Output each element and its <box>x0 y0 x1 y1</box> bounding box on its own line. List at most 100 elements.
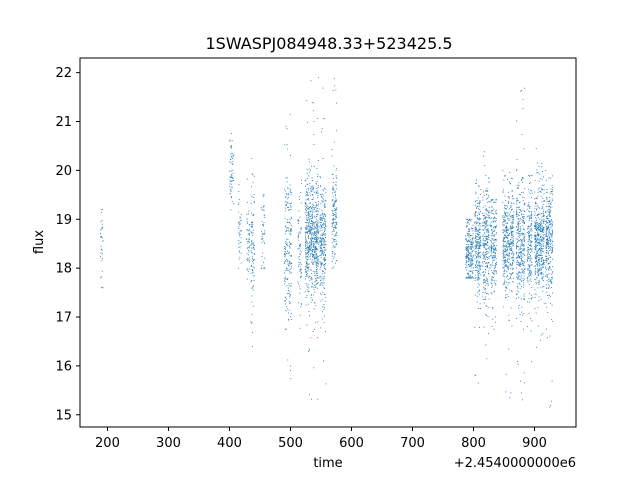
data-point <box>324 204 326 206</box>
data-point <box>475 269 476 271</box>
data-point <box>306 264 308 266</box>
data-point <box>477 243 479 245</box>
data-point <box>492 264 494 266</box>
data-point <box>534 239 536 241</box>
data-point <box>486 277 488 279</box>
data-point <box>100 233 101 234</box>
data-point <box>471 260 473 261</box>
data-point <box>315 249 317 251</box>
data-point <box>518 265 520 267</box>
data-point <box>317 256 319 258</box>
data-point <box>311 217 313 219</box>
data-point <box>475 235 477 237</box>
data-point <box>309 315 310 317</box>
data-point <box>535 246 537 248</box>
data-point <box>537 250 539 252</box>
data-point <box>239 216 241 218</box>
data-point <box>291 266 292 268</box>
data-point <box>306 218 308 220</box>
data-point <box>541 188 543 190</box>
data-point <box>238 202 240 204</box>
data-point <box>332 253 334 254</box>
data-point <box>306 192 308 194</box>
data-point <box>546 288 548 289</box>
data-point <box>307 232 308 234</box>
data-point <box>476 292 478 294</box>
data-point <box>507 258 509 260</box>
data-point <box>478 208 479 210</box>
data-point <box>545 274 547 276</box>
data-point <box>531 261 533 263</box>
data-point <box>491 262 493 264</box>
data-point <box>503 257 505 258</box>
data-point <box>307 350 309 352</box>
data-point <box>315 191 317 193</box>
data-point <box>534 232 536 234</box>
data-point <box>492 209 493 211</box>
data-point <box>546 227 548 229</box>
data-point <box>285 278 287 280</box>
data-point <box>477 382 479 384</box>
data-point <box>542 243 544 245</box>
data-point <box>493 328 495 330</box>
data-point <box>479 255 481 257</box>
data-point <box>305 241 306 243</box>
data-point <box>528 188 530 190</box>
data-point <box>488 238 490 240</box>
data-point <box>494 252 496 254</box>
data-point <box>469 276 471 278</box>
data-point <box>311 263 313 265</box>
data-point <box>316 117 318 119</box>
data-point <box>468 257 469 259</box>
data-point <box>470 247 472 249</box>
data-point <box>467 246 469 248</box>
data-point <box>507 234 509 236</box>
data-point <box>307 249 309 251</box>
data-point <box>320 217 322 219</box>
data-point <box>476 267 478 269</box>
data-point <box>471 251 473 253</box>
data-point <box>319 240 321 242</box>
data-point <box>504 247 506 249</box>
data-point <box>314 251 316 253</box>
data-point <box>541 178 543 180</box>
data-point <box>335 260 337 262</box>
data-point <box>485 208 487 210</box>
data-point <box>324 293 326 295</box>
data-point <box>503 237 505 239</box>
data-point <box>320 247 322 249</box>
data-point <box>324 234 326 236</box>
data-point <box>478 253 480 255</box>
data-point <box>511 232 513 234</box>
data-point <box>285 296 287 298</box>
data-point <box>262 195 264 197</box>
data-point <box>511 217 513 219</box>
data-point <box>538 300 540 302</box>
data-point <box>311 246 312 248</box>
data-point <box>546 241 548 243</box>
data-point <box>493 273 494 275</box>
data-point <box>543 218 545 220</box>
data-point <box>520 245 522 247</box>
data-point <box>476 215 478 217</box>
data-point <box>484 245 486 247</box>
data-point <box>483 240 485 242</box>
data-point <box>264 232 266 234</box>
data-point <box>527 231 529 233</box>
data-point <box>494 253 496 254</box>
data-point <box>530 182 532 184</box>
data-point <box>548 231 550 233</box>
data-point <box>522 219 524 221</box>
data-point <box>482 222 484 224</box>
data-point <box>524 248 526 250</box>
data-point <box>538 180 540 182</box>
data-point <box>252 226 254 227</box>
data-point <box>549 335 551 337</box>
data-point <box>333 205 335 207</box>
data-point <box>249 241 250 243</box>
data-point <box>231 186 233 188</box>
data-point <box>310 223 312 225</box>
data-point <box>315 278 317 280</box>
data-point <box>470 246 472 247</box>
data-point <box>323 258 325 260</box>
